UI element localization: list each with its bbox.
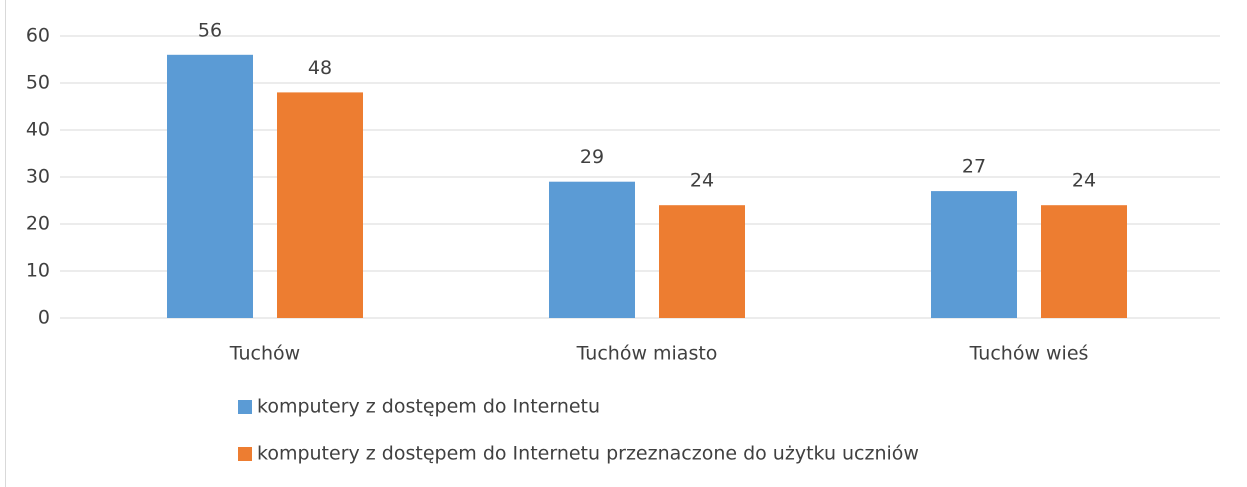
bar — [549, 181, 635, 318]
legend-label: komputery z dostępem do Internetu — [257, 396, 600, 418]
y-tick-label: 20 — [26, 213, 50, 235]
y-tick-label: 10 — [26, 260, 50, 282]
y-tick-label: 0 — [38, 307, 50, 329]
x-tick-label: Tuchów — [229, 343, 300, 365]
legend-label: komputery z dostępem do Internetu przezn… — [257, 443, 919, 465]
data-label: 24 — [1072, 170, 1096, 192]
legend-swatch — [238, 447, 252, 461]
bar — [277, 92, 363, 319]
x-tick-label: Tuchów wieś — [969, 343, 1089, 365]
x-tick-label: Tuchów miasto — [576, 343, 718, 365]
bar — [1041, 205, 1127, 318]
y-tick-label: 50 — [26, 72, 50, 94]
y-tick-label: 60 — [26, 25, 50, 47]
chart-frame — [5, 0, 6, 487]
data-label: 27 — [962, 156, 986, 178]
data-label: 56 — [198, 19, 222, 41]
data-label: 48 — [308, 57, 332, 79]
bar — [659, 205, 745, 318]
bar — [931, 191, 1017, 318]
y-tick-label: 40 — [26, 119, 50, 141]
data-label: 24 — [690, 170, 714, 192]
bar — [167, 54, 253, 319]
data-label: 29 — [580, 146, 604, 168]
legend-swatch — [238, 400, 252, 414]
y-tick-label: 30 — [26, 166, 50, 188]
